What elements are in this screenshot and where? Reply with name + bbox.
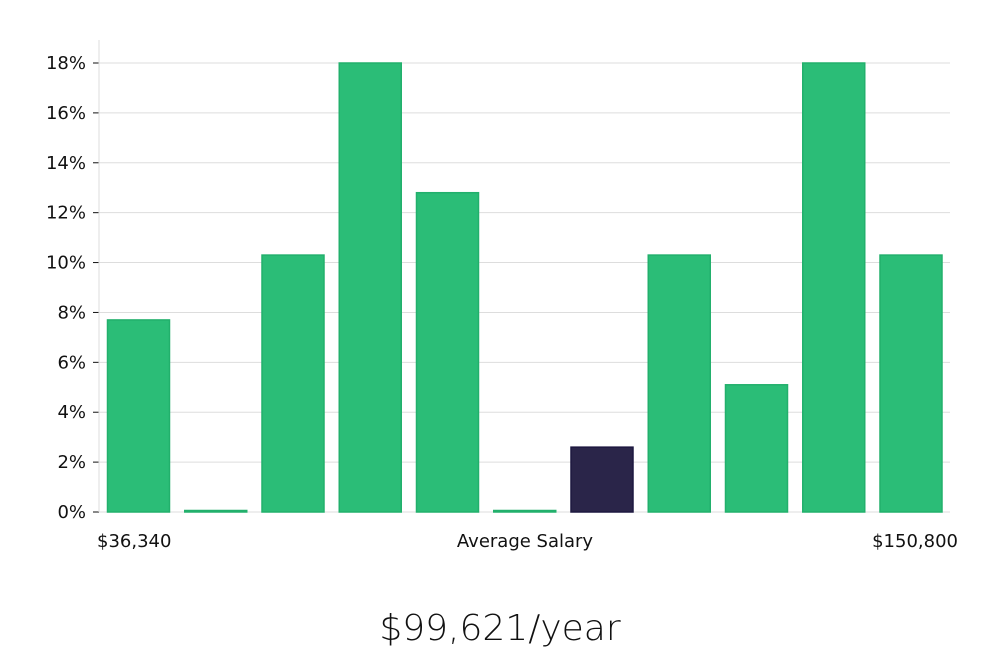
x-min-label: $36,340 [97,531,171,552]
average-salary-headline: $99,621/year [379,608,621,649]
x-max-label: $150,800 [872,531,958,552]
bar [724,384,789,513]
y-tick-label: 16% [46,103,86,124]
y-tick-label: 12% [46,203,86,224]
y-tick-label: 18% [46,53,86,74]
bar [338,62,402,513]
y-tick-label: 2% [57,452,86,473]
y-tick-label: 0% [57,502,86,523]
y-tick-label: 10% [46,253,86,274]
x-axis-title: Average Salary [457,531,594,552]
bar [879,254,943,513]
y-tick-label: 8% [57,302,86,323]
bar-highlighted [570,446,634,513]
bar [184,509,248,513]
bar [493,509,557,513]
bar [647,254,711,513]
salary-histogram: 0% 2% 4% 6% 8% 10% 12% 14% 16% 18% $36,340 Averag… [46,40,958,552]
y-tick-label: 6% [57,352,86,373]
bar [415,191,480,513]
y-axis-ticks: 0% 2% 4% 6% 8% 10% 12% 14% 16% 18% [46,53,99,523]
bars [106,62,943,513]
y-tick-label: 14% [46,153,86,174]
bar [802,62,866,513]
y-tick-label: 4% [57,402,86,423]
bar [261,254,325,513]
bar [106,319,171,513]
